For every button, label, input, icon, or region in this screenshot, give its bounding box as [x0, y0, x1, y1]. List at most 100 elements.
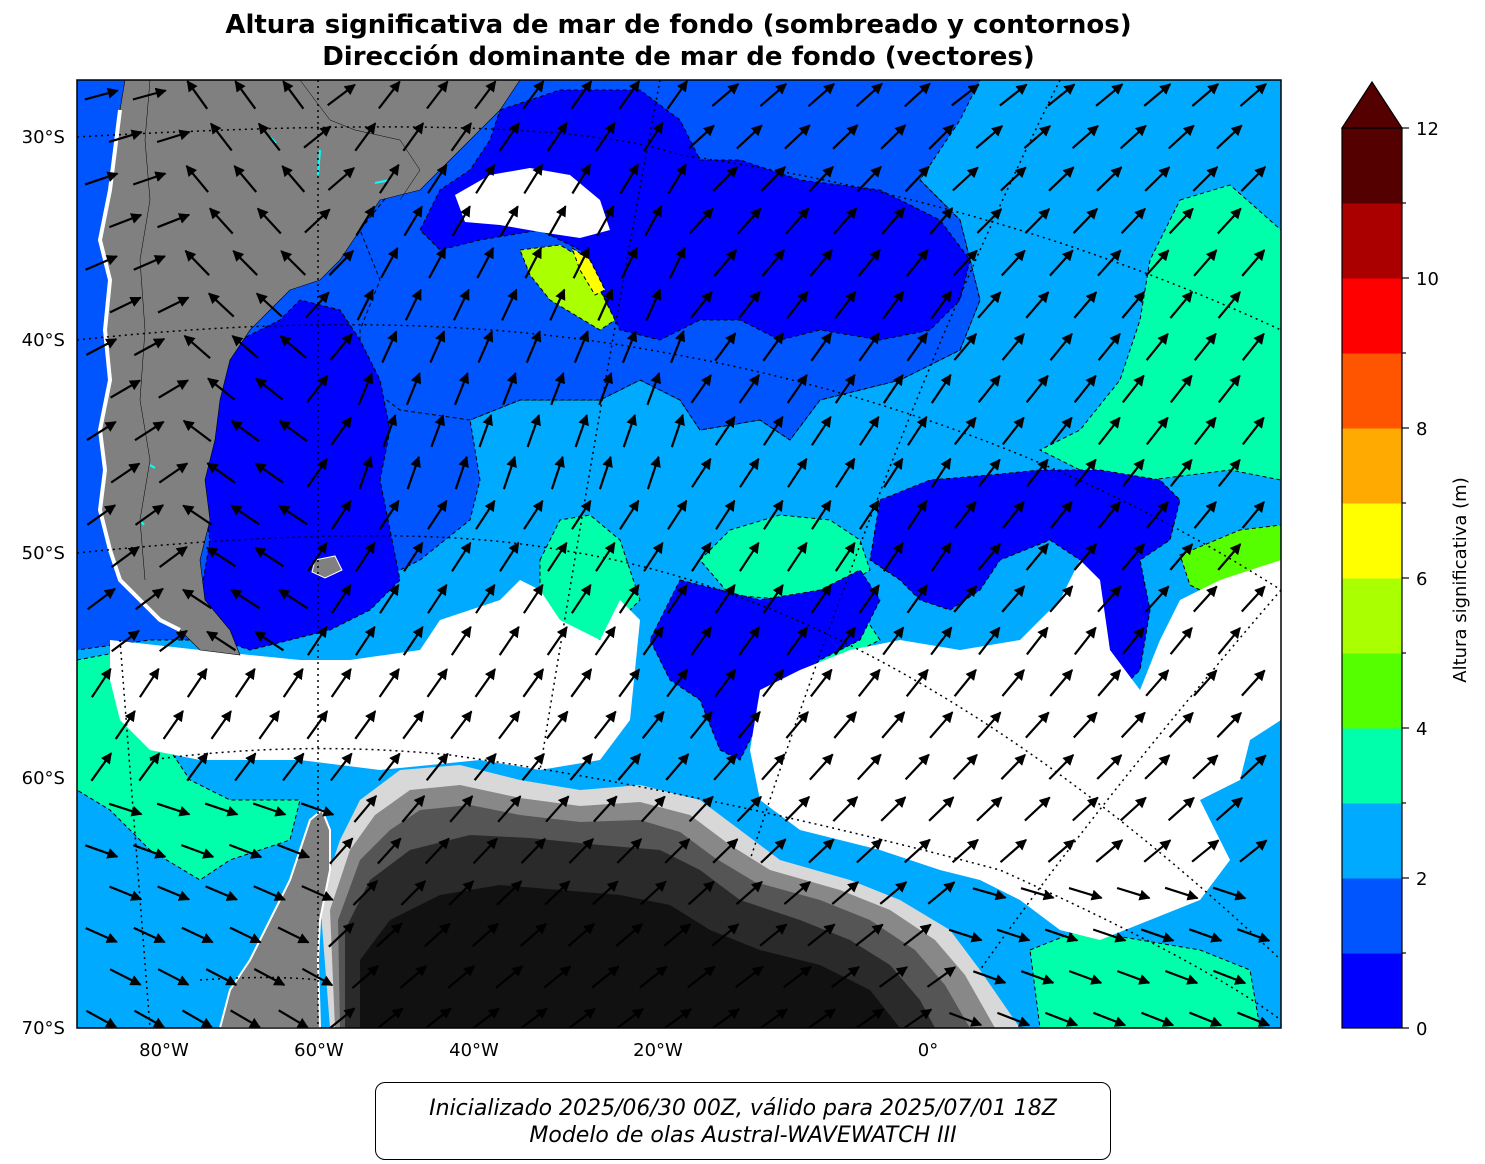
colorbar — [1340, 80, 1409, 1029]
swell-vector — [1236, 928, 1271, 943]
caption-line1: Inicializado 2025/06/30 00Z, válido para… — [429, 1096, 1057, 1121]
swell-vector — [810, 584, 832, 614]
swell-vector — [735, 880, 763, 906]
swell-vector — [664, 838, 691, 864]
antarctica-ice-deep — [360, 885, 900, 1028]
swell-vector — [1097, 669, 1122, 697]
swell-vector — [762, 584, 784, 614]
swell-vector — [882, 541, 904, 572]
swell-vector — [858, 332, 880, 362]
colorbar-tick-12: 12 — [1416, 119, 1439, 140]
swell-vector — [1049, 416, 1073, 446]
swell-vector — [353, 795, 378, 823]
swell-vector — [1145, 585, 1170, 613]
swell-vector — [1188, 928, 1223, 943]
swell-vector — [522, 80, 545, 110]
swell-vector — [425, 752, 449, 781]
colorbar-tick-0: 0 — [1416, 1019, 1427, 1040]
map-title-line1: Altura significativa de mar de fondo (so… — [225, 10, 1132, 40]
swell-vector — [86, 420, 117, 442]
swell-vector — [763, 499, 784, 530]
swell-vector — [87, 587, 116, 611]
swell-vector — [835, 457, 856, 488]
swell-vector — [185, 165, 209, 193]
swell-vector — [1165, 969, 1199, 985]
swell-vector — [639, 965, 668, 989]
swell-vector — [109, 213, 143, 229]
swell-vector — [352, 880, 378, 906]
swell-vector — [475, 499, 496, 530]
swell-vector — [1144, 754, 1171, 780]
swell-vector — [501, 288, 518, 321]
swell-vector — [1026, 626, 1049, 656]
swell-vector — [854, 1008, 885, 1028]
swell-vector — [329, 333, 353, 361]
swell-vector — [132, 171, 167, 186]
swell-vector — [1240, 754, 1267, 780]
swell-vector — [550, 372, 565, 406]
swell-vector — [1020, 970, 1055, 985]
swell-vector — [1000, 754, 1026, 780]
swell-vector — [133, 255, 166, 271]
swell-vector — [1120, 711, 1146, 739]
swell-vector — [156, 802, 191, 817]
lat-label-40s: 40°S — [22, 330, 65, 351]
swell-vector — [906, 332, 928, 362]
swell-vector — [376, 1007, 404, 1028]
swell-vector — [663, 923, 692, 947]
colorbar-extend-arrow — [1340, 80, 1404, 129]
swell-vector — [1169, 626, 1193, 655]
swell-vector — [1047, 839, 1076, 863]
swell-vector — [301, 885, 334, 901]
swell-vector — [156, 129, 191, 144]
swell-vector — [204, 802, 239, 817]
swell-vector — [977, 543, 1001, 571]
lon-label-40w: 40°W — [449, 1040, 499, 1061]
swell-vector — [85, 927, 118, 943]
swell-vector — [277, 926, 310, 944]
swell-vector — [1044, 928, 1079, 943]
swell-vector — [881, 207, 906, 235]
swell-vector — [278, 420, 308, 442]
swell-vector — [786, 541, 808, 572]
swell-vector — [205, 885, 238, 901]
swell-vector — [687, 880, 715, 906]
swell-vector — [181, 1009, 213, 1028]
swell-vector — [594, 121, 616, 152]
swell-vector — [282, 752, 305, 782]
swell-vector — [519, 1007, 548, 1028]
swell-vector — [806, 1008, 837, 1028]
swell-vector — [711, 923, 740, 947]
swell-vector — [1216, 207, 1242, 235]
swell-vector — [403, 541, 424, 572]
swell-vector — [1145, 669, 1170, 697]
swell-vector — [1191, 83, 1220, 107]
swell-vector — [401, 795, 426, 823]
swell-vector — [1024, 208, 1050, 234]
swell-vector — [1141, 1011, 1175, 1027]
swell-vector — [257, 122, 281, 152]
swell-vector — [832, 796, 859, 822]
swell-vector — [134, 420, 165, 442]
swell-vector — [1072, 208, 1098, 234]
swell-vector — [808, 166, 834, 192]
country-borders — [139, 80, 421, 581]
swell-vector — [1164, 886, 1199, 901]
swell-vector — [856, 838, 883, 864]
colorbar-segment — [1342, 353, 1402, 429]
swell-vector — [1001, 500, 1025, 529]
swell-vector — [1047, 83, 1076, 107]
swell-vector — [643, 121, 664, 152]
swell-vector — [759, 923, 788, 947]
swell-vector — [810, 415, 832, 446]
swell-vector — [354, 625, 376, 656]
swell-vector — [109, 296, 142, 314]
swell-vector — [1095, 839, 1124, 863]
swell-vector — [880, 796, 907, 822]
swell-vector — [1092, 928, 1127, 943]
swell-vector — [451, 205, 471, 237]
swell-vector — [882, 626, 905, 656]
swell-vector — [977, 458, 1001, 488]
swell-vector — [598, 455, 613, 490]
swell-vector — [1193, 332, 1217, 361]
